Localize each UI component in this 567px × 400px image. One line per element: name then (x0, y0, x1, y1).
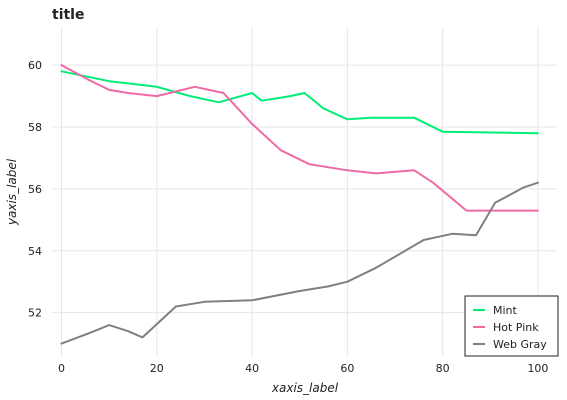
y-axis-label: yaxis_label (5, 158, 19, 226)
y-tick-label: 60 (28, 59, 42, 72)
x-tick-label: 20 (150, 362, 164, 375)
x-tick-label: 100 (527, 362, 548, 375)
x-tick-label: 60 (340, 362, 354, 375)
x-tick-label: 80 (436, 362, 450, 375)
x-tick-label: 40 (245, 362, 259, 375)
tick-labels: 52 54 56 58 60 0 20 40 60 80 100 (28, 59, 548, 375)
y-tick-label: 56 (28, 183, 42, 196)
series-line-hot-pink (60, 64, 539, 212)
legend: Mint Hot Pink Web Gray (464, 295, 559, 357)
legend-label-web-gray: Web Gray (493, 338, 547, 351)
series-lines (60, 64, 539, 345)
y-tick-label: 54 (28, 245, 42, 258)
x-axis-label: xaxis_label (271, 381, 339, 395)
y-tick-label: 58 (28, 121, 42, 134)
legend-label-mint: Mint (493, 304, 518, 317)
chart-title: title (52, 7, 84, 23)
x-tick-label: 0 (58, 362, 65, 375)
series-line-web-gray (60, 181, 539, 345)
series-line-mint (60, 70, 539, 135)
y-tick-label: 52 (28, 307, 42, 320)
legend-label-hot-pink: Hot Pink (493, 321, 539, 334)
grid-lines (52, 28, 557, 356)
